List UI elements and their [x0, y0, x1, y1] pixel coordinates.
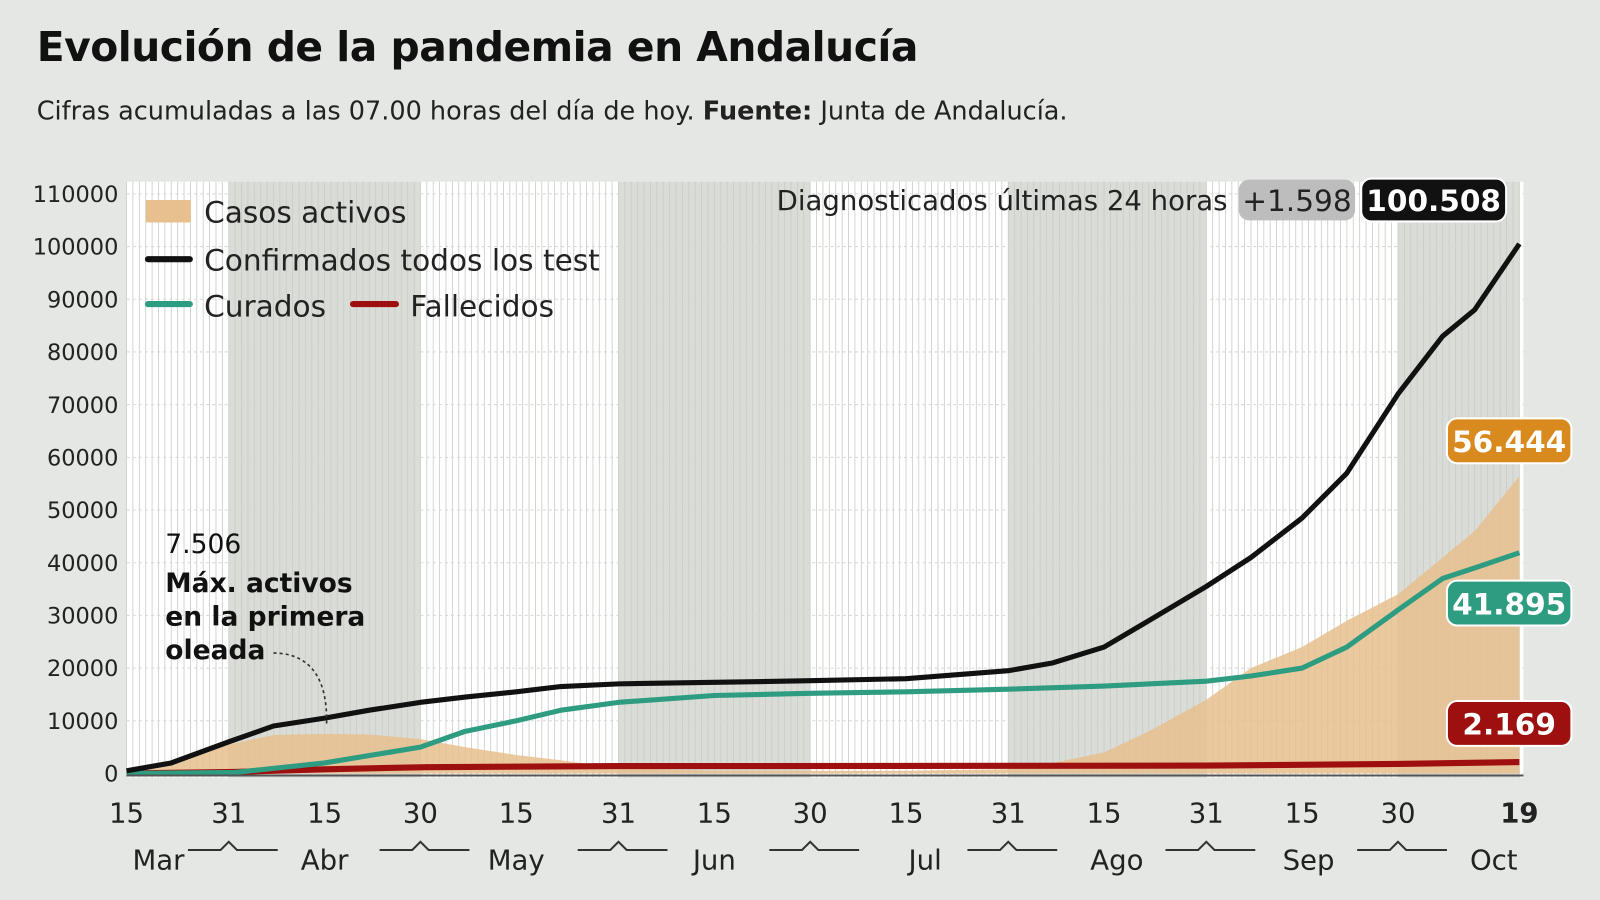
source-label: Fuente: — [702, 95, 813, 126]
chart-subtitle: Cifras acumuladas a las 07.00 horas del … — [37, 96, 1068, 126]
source-text: Junta de Andalucía. — [820, 95, 1068, 126]
y-tick-label: 110000 — [33, 182, 119, 208]
activos-end-badge — [1445, 417, 1573, 465]
total-badge — [1360, 177, 1508, 223]
legend: Casos activos Confirmados todos los test C… — [144, 195, 600, 323]
month-label: Mar — [132, 844, 185, 876]
y-tick-label: 40000 — [47, 551, 118, 577]
activos-end-value: 56.444 — [1452, 425, 1566, 459]
legend-swatch-activos — [145, 199, 191, 223]
month-label: Abr — [301, 844, 349, 876]
month-bracket — [1357, 840, 1447, 852]
month-bracket — [1165, 840, 1256, 852]
x-tick-label: 19 — [1500, 797, 1538, 829]
y-tick-label: 80000 — [47, 340, 118, 366]
total-value: 100.508 — [1366, 184, 1501, 218]
y-tick-label: 90000 — [47, 287, 118, 313]
month-band — [1008, 181, 1207, 778]
legend-label-curados: Curados — [204, 289, 326, 323]
daily-delta-value: +1.598 — [1242, 184, 1351, 218]
annotation-text: en la primera — [165, 602, 365, 633]
x-tick-label: 15 — [307, 797, 342, 829]
x-tick-label: 15 — [888, 797, 923, 829]
y-tick-label: 30000 — [47, 604, 118, 630]
x-tick-label: 30 — [403, 797, 438, 829]
fallecidos-end-value: 2.169 — [1462, 708, 1556, 742]
curados-end-badge — [1445, 579, 1573, 627]
annotation-value: 7.506 — [165, 529, 241, 560]
month-bracket — [967, 840, 1058, 852]
legend-label-confirmados: Confirmados todos los test — [204, 243, 600, 277]
x-tick-label: 30 — [793, 797, 828, 829]
month-bracket — [187, 840, 278, 852]
month-label: May — [488, 844, 545, 876]
subtitle-text: Cifras acumuladas a las 07.00 horas del … — [36, 95, 695, 126]
daily-delta-badge — [1238, 179, 1356, 221]
x-tick-label: 31 — [601, 797, 636, 829]
month-label: Sep — [1283, 844, 1335, 876]
x-tick-label: 31 — [1189, 797, 1224, 829]
y-tick-label: 60000 — [47, 445, 118, 471]
x-tick-label: 15 — [697, 797, 732, 829]
chart-title: Evolución de la pandemia en Andalucía — [36, 24, 919, 72]
activos-area — [126, 476, 1520, 774]
month-label: Jul — [907, 844, 942, 876]
curados-line — [126, 550, 1521, 777]
y-tick-label: 20000 — [47, 656, 118, 682]
y-tick-label: 70000 — [47, 393, 118, 419]
month-label: Ago — [1090, 844, 1143, 876]
confirmados-line — [126, 242, 1522, 774]
month-bracket — [577, 840, 668, 852]
y-tick-label: 100000 — [33, 235, 119, 261]
x-tick-label: 15 — [499, 797, 534, 829]
daily-diagnosed-label: Diagnosticados últimas 24 horas — [777, 185, 1228, 217]
annotation-text: oleada — [165, 635, 265, 666]
x-tick-label: 15 — [1087, 797, 1122, 829]
annotation-leader — [273, 652, 328, 727]
legend-label-activos: Casos activos — [204, 195, 406, 229]
x-tick-label: 30 — [1380, 797, 1415, 829]
x-tick-label: 15 — [109, 797, 144, 829]
y-tick-label: 10000 — [47, 709, 118, 735]
curados-end-value: 41.895 — [1452, 587, 1566, 621]
x-tick-label: 31 — [211, 797, 246, 829]
fallecidos-end-badge — [1445, 699, 1573, 747]
x-tick-label: 31 — [991, 797, 1026, 829]
month-label: Oct — [1470, 844, 1518, 876]
legend-label-fallecidos: Fallecidos — [410, 289, 554, 323]
y-tick-label: 50000 — [47, 498, 118, 524]
month-bracket — [379, 840, 470, 852]
month-bracket — [769, 840, 860, 852]
annotation-text: Máx. activos — [165, 568, 352, 599]
x-tick-label: 15 — [1285, 797, 1320, 829]
month-label: Jun — [691, 844, 736, 876]
y-tick-label: 0 — [104, 762, 118, 788]
